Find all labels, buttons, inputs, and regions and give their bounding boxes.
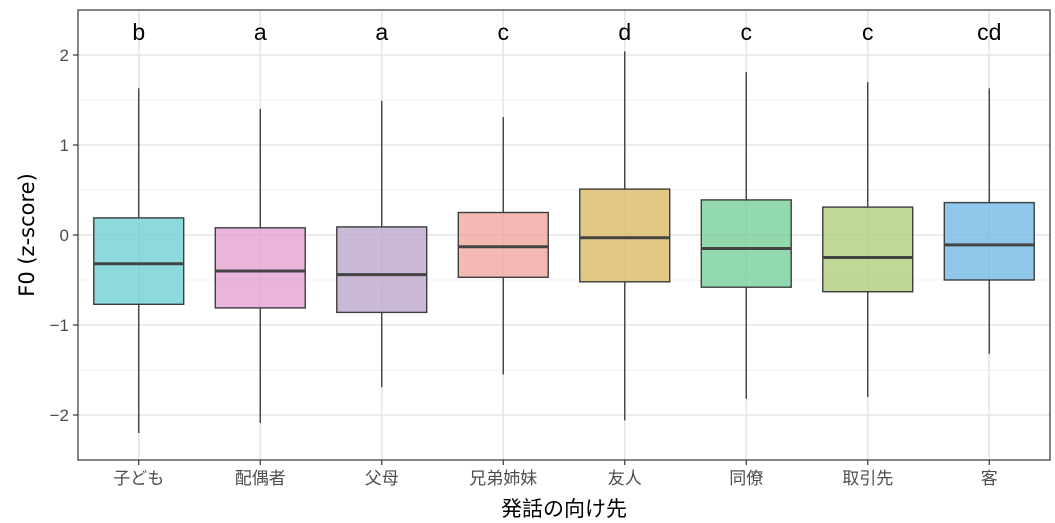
axes: −2 −1 0 1 2 子ども 配偶者 父母 兄弟姉妹 友人 同僚 取引先 客 <box>50 46 998 488</box>
x-tick-label: 取引先 <box>842 469 893 488</box>
box-iqr <box>214 227 306 309</box>
box-7 <box>822 82 914 397</box>
x-tick-label: 同僚 <box>729 469 763 488</box>
significance-letter: c <box>862 19 874 45</box>
x-tick-label: 友人 <box>608 469 642 488</box>
x-tick-label: 兄弟姉妹 <box>469 469 537 488</box>
significance-letter: b <box>132 19 145 45</box>
x-axis-title: 発話の向け先 <box>501 497 627 521</box>
box-iqr <box>336 226 428 314</box>
significance-letters: b a a c d c c cd <box>132 19 1001 45</box>
significance-letter: a <box>375 19 388 45</box>
box-iqr <box>700 199 792 288</box>
x-tick-label: 客 <box>981 469 998 488</box>
box-iqr <box>943 201 1035 281</box>
significance-letter: a <box>254 19 267 45</box>
y-tick-label: 0 <box>60 226 69 245</box>
y-tick-label: 1 <box>60 136 69 155</box>
x-tick-label: 子ども <box>113 469 164 488</box>
box-iqr <box>579 188 671 283</box>
y-tick-label: −2 <box>50 406 69 425</box>
box-2 <box>214 109 306 424</box>
x-tick-label: 配偶者 <box>235 469 286 488</box>
significance-letter: cd <box>977 19 1001 45</box>
y-axis-title: F0 (z-score) <box>15 173 39 297</box>
box-series <box>93 51 1035 433</box>
box-3 <box>336 100 428 388</box>
y-tick-label: 2 <box>60 46 69 65</box>
box-1 <box>93 88 185 433</box>
box-iqr <box>822 206 914 293</box>
box-8 <box>943 88 1035 354</box>
significance-letter: d <box>618 19 631 45</box>
box-iqr <box>457 211 549 279</box>
significance-letter: c <box>498 19 510 45</box>
x-tick-label: 父母 <box>365 469 399 488</box>
y-tick-label: −1 <box>50 316 69 335</box>
significance-letter: c <box>741 19 753 45</box>
box-iqr <box>93 217 185 305</box>
box-4 <box>457 117 549 375</box>
box-6 <box>700 72 792 399</box>
box-5 <box>579 51 671 421</box>
